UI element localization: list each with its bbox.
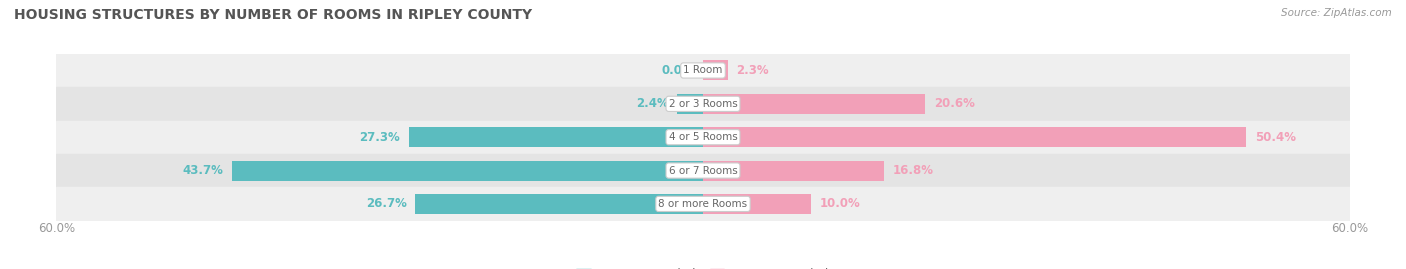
Text: 16.8%: 16.8% [893,164,934,177]
Bar [56,187,1350,221]
Bar [678,94,703,114]
Text: 2.3%: 2.3% [737,64,769,77]
Text: 6 or 7 Rooms: 6 or 7 Rooms [669,165,737,176]
Text: 2 or 3 Rooms: 2 or 3 Rooms [669,99,737,109]
Text: 2.4%: 2.4% [636,97,668,110]
Bar [703,161,884,180]
Text: 27.3%: 27.3% [360,131,401,144]
Bar [703,94,925,114]
Bar [415,194,703,214]
Text: 20.6%: 20.6% [934,97,974,110]
Text: 10.0%: 10.0% [820,197,860,210]
Text: 0.0%: 0.0% [662,64,695,77]
Bar [56,87,1350,121]
Bar [703,127,1246,147]
Bar [56,54,1350,87]
Bar [703,194,811,214]
Text: 4 or 5 Rooms: 4 or 5 Rooms [669,132,737,142]
Legend: Owner-occupied, Renter-occupied: Owner-occupied, Renter-occupied [572,263,834,269]
Text: 8 or more Rooms: 8 or more Rooms [658,199,748,209]
Text: HOUSING STRUCTURES BY NUMBER OF ROOMS IN RIPLEY COUNTY: HOUSING STRUCTURES BY NUMBER OF ROOMS IN… [14,8,533,22]
Bar [56,121,1350,154]
Text: 43.7%: 43.7% [183,164,224,177]
Text: 1 Room: 1 Room [683,65,723,76]
Text: Source: ZipAtlas.com: Source: ZipAtlas.com [1281,8,1392,18]
Bar [703,61,728,80]
Bar [409,127,703,147]
Bar [56,154,1350,187]
Text: 26.7%: 26.7% [366,197,406,210]
Bar [232,161,703,180]
Text: 50.4%: 50.4% [1256,131,1296,144]
